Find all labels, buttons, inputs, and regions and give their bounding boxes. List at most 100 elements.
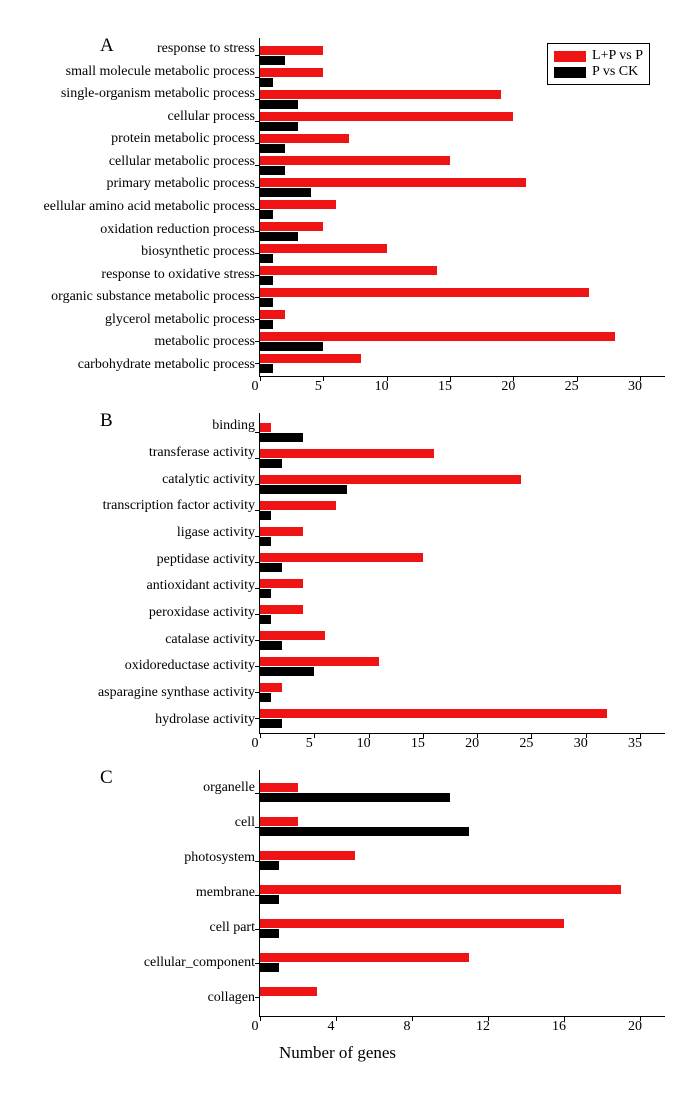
bar-series1 — [260, 46, 323, 55]
bar-group — [260, 705, 665, 731]
plot-area — [259, 770, 665, 1017]
category-label: hydrolase activity — [10, 707, 255, 733]
bar-series2 — [260, 433, 303, 442]
bar-series1 — [260, 709, 607, 718]
bar-group — [260, 844, 665, 878]
bar-series1 — [260, 501, 336, 510]
x-tick-label: 20 — [628, 1019, 642, 1035]
bar-series1 — [260, 332, 615, 341]
category-label: cell — [10, 806, 255, 840]
category-label: primary metabolic process — [10, 173, 255, 195]
bar-series1 — [260, 553, 423, 562]
bar-series2 — [260, 276, 273, 285]
bar-group — [260, 810, 665, 844]
x-tick-label: 15 — [438, 379, 452, 395]
bar-series2 — [260, 861, 279, 870]
category-label: response to stress — [10, 38, 255, 60]
category-label: oxidoreductase activity — [10, 653, 255, 679]
category-label: asparagine synthase activity — [10, 680, 255, 706]
bar-series1 — [260, 266, 437, 275]
category-label: transferase activity — [10, 440, 255, 466]
bar-series1 — [260, 134, 349, 143]
bar-series1 — [260, 156, 450, 165]
bar-group — [260, 679, 665, 705]
bar-series2 — [260, 537, 271, 546]
bar-series2 — [260, 615, 271, 624]
panel-B: Bbindingtransferase activitycatalytic ac… — [10, 413, 665, 752]
bar-series1 — [260, 783, 298, 792]
category-label: single-organism metabolic process — [10, 83, 255, 105]
bar-series2 — [260, 320, 273, 329]
bar-series1 — [260, 953, 469, 962]
x-tick-label: 0 — [252, 736, 259, 752]
bar-group — [260, 154, 665, 176]
x-tick-label: 20 — [501, 379, 515, 395]
bar-series1 — [260, 605, 303, 614]
bar-series2 — [260, 895, 279, 904]
bar-group — [260, 198, 665, 220]
x-tick-label: 16 — [552, 1019, 566, 1035]
bar-series2 — [260, 144, 285, 153]
category-label: biosynthetic process — [10, 241, 255, 263]
bar-group — [260, 220, 665, 242]
bar-group — [260, 110, 665, 132]
category-label: oxidation reduction process — [10, 219, 255, 241]
bar-series1 — [260, 354, 361, 363]
category-label: peroxidase activity — [10, 600, 255, 626]
category-label: transcription factor activity — [10, 493, 255, 519]
x-tick-label: 8 — [404, 1019, 411, 1035]
x-tick-labels: 051015202530 — [255, 377, 635, 395]
bar-series2 — [260, 232, 298, 241]
bar-series1 — [260, 683, 282, 692]
x-tick-label: 0 — [252, 379, 259, 395]
bar-series2 — [260, 78, 273, 87]
category-label: carbohydrate metabolic process — [10, 354, 255, 376]
bar-group — [260, 946, 665, 980]
category-label: photosystem — [10, 841, 255, 875]
bar-group — [260, 471, 665, 497]
bar-series2 — [260, 100, 298, 109]
bar-group — [260, 176, 665, 198]
plot-area — [259, 413, 665, 734]
x-tick-label: 10 — [357, 736, 371, 752]
x-tick-label: 30 — [574, 736, 588, 752]
bar-group — [260, 330, 665, 352]
bar-series2 — [260, 827, 469, 836]
x-tick-label: 4 — [328, 1019, 335, 1035]
bar-series1 — [260, 68, 323, 77]
bar-series1 — [260, 310, 285, 319]
bar-series2 — [260, 122, 298, 131]
x-tick-label: 5 — [306, 736, 313, 752]
bar-series1 — [260, 288, 589, 297]
bar-group — [260, 653, 665, 679]
category-label: peptidase activity — [10, 547, 255, 573]
bar-series2 — [260, 589, 271, 598]
bar-series1 — [260, 657, 379, 666]
bar-series1 — [260, 475, 521, 484]
bar-series1 — [260, 423, 271, 432]
category-label: response to oxidative stress — [10, 264, 255, 286]
bar-group — [260, 132, 665, 154]
bar-group — [260, 980, 665, 1014]
plot-area — [259, 38, 665, 377]
panel-label-B: B — [100, 410, 113, 432]
bar-group — [260, 242, 665, 264]
x-tick-label: 0 — [252, 1019, 259, 1035]
category-label: ligase activity — [10, 520, 255, 546]
bar-series1 — [260, 919, 564, 928]
category-label: membrane — [10, 876, 255, 910]
bar-series2 — [260, 56, 285, 65]
category-label: cellular metabolic process — [10, 151, 255, 173]
bar-group — [260, 627, 665, 653]
bar-group — [260, 286, 665, 308]
category-labels: organellecellphotosystemmembranecell par… — [10, 770, 259, 1016]
panel-label-A: A — [100, 35, 114, 57]
bar-series2 — [260, 188, 311, 197]
category-label: binding — [10, 413, 255, 439]
category-label: protein metabolic process — [10, 128, 255, 150]
bar-group — [260, 308, 665, 330]
bar-series1 — [260, 244, 387, 253]
category-label: cellular_component — [10, 946, 255, 980]
x-tick-label: 10 — [375, 379, 389, 395]
bar-group — [260, 445, 665, 471]
